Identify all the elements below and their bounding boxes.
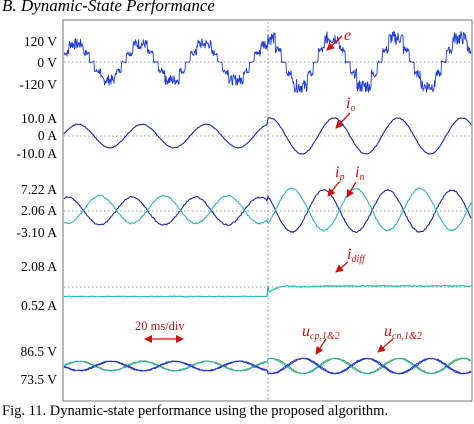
arrow-ucn <box>377 338 394 353</box>
label-in: in <box>355 164 364 183</box>
label-e: e <box>344 27 351 44</box>
label-io: io <box>346 95 355 114</box>
arrow-in <box>346 181 357 198</box>
tick-label-io-top: 10.0 A <box>21 111 57 126</box>
trace-io <box>63 117 472 155</box>
arrow-idiff <box>335 261 349 273</box>
arrow-ip <box>327 181 340 197</box>
annotations: e io ip in idiff ucp,1&2 ucn,1&2 20 ms/d… <box>135 27 422 355</box>
tick-label-io-zero: 0 A <box>38 128 57 143</box>
label-ucn: ucn,1&2 <box>384 323 422 342</box>
tick-label-uc-top: 86.5 V <box>20 344 57 359</box>
tick-labels: 120 V 0 V -120 V 10.0 A 0 A -10.0 A 7.22… <box>17 34 58 387</box>
arrow-ucp <box>315 338 327 355</box>
section-heading: B. Dynamic-State Performance <box>2 0 215 15</box>
arrow-e <box>326 35 343 51</box>
figure-caption: Fig. 11. Dynamic-state performance using… <box>2 403 389 419</box>
trace-in <box>63 187 472 232</box>
time-base-label: 20 ms/div <box>135 319 185 333</box>
tick-label-idiff-top: 2.08 A <box>21 259 57 274</box>
scope-frame <box>62 19 473 402</box>
tick-label-e-zero: 0 V <box>37 55 57 70</box>
label-ip: ip <box>335 164 344 183</box>
trace-ucp2 <box>63 357 472 375</box>
tick-label-idiff-bottom: 0.52 A <box>21 298 57 313</box>
tick-label-e-top: 120 V <box>24 34 57 49</box>
tick-label-ipn-mid: 2.06 A <box>21 203 57 218</box>
label-idiff: idiff <box>347 246 366 265</box>
traces <box>63 31 472 375</box>
tick-label-ipn-bottom: -3.10 A <box>17 225 58 240</box>
tick-label-e-bottom: -120 V <box>19 77 57 92</box>
tick-label-ipn-top: 7.22 A <box>21 182 57 197</box>
trace-ucn2 <box>63 357 472 375</box>
tick-label-uc-bottom: 73.5 V <box>20 372 57 387</box>
trace-idiff <box>64 284 472 298</box>
reference-lines <box>64 61 471 288</box>
arrow-io <box>335 112 351 129</box>
trace-e <box>63 31 472 93</box>
label-ucp: ucp,1&2 <box>302 323 340 342</box>
tick-label-io-bottom: -10.0 A <box>17 146 58 161</box>
